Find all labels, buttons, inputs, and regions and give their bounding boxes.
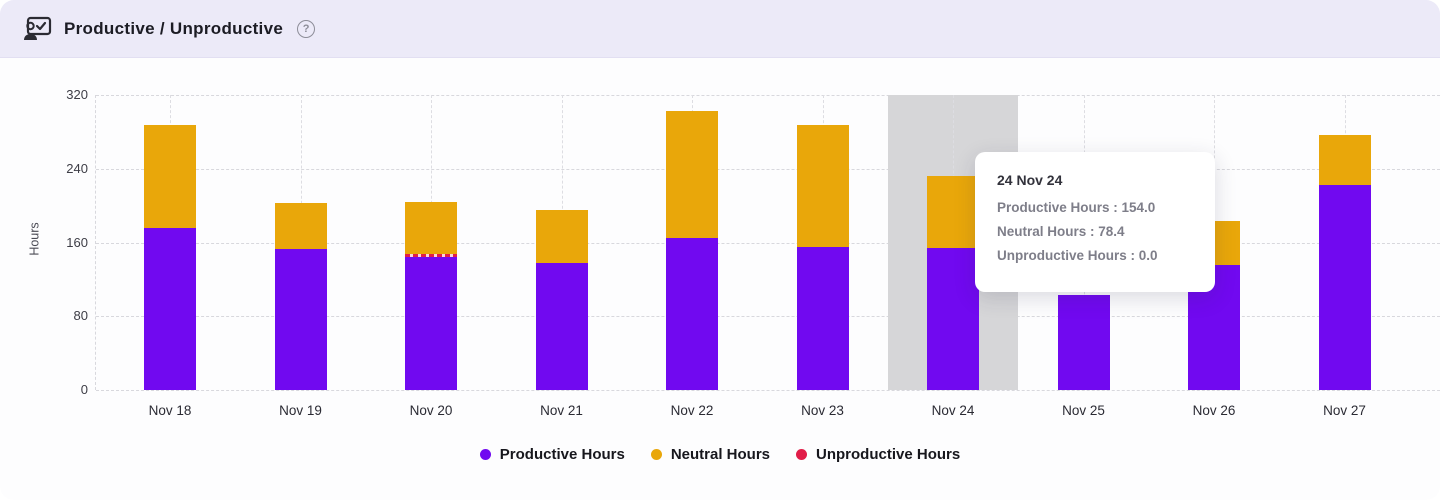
legend-dot-icon [479,449,491,460]
bar-segment-neutral-hours [1318,134,1371,186]
bar-nov-27[interactable] [1318,134,1371,390]
bar-segment-productive-hours [274,248,327,390]
bar-segment-neutral-hours [796,124,849,248]
gridline-horizontal [96,242,1440,244]
x-tick-label: Nov 23 [801,403,844,418]
gridline-horizontal [96,168,1440,170]
user-monitor-check-icon [24,16,52,40]
gridline-horizontal [96,390,1440,391]
bar-segment-neutral-hours [535,210,588,263]
legend-item-productive-hours[interactable]: Productive Hours [479,446,625,463]
y-tick-label: 320 [66,87,88,102]
legend-item-unproductive-hours[interactable]: Unproductive Hours [796,446,960,463]
tooltip-date: 24 Nov 24 [997,172,1063,188]
tooltip-neutral: Neutral Hours : 78.4 [997,224,1125,239]
legend-label: Unproductive Hours [816,446,961,463]
gridline-horizontal [96,316,1440,318]
gridline-horizontal [96,95,1440,96]
bar-segment-neutral-hours [927,175,979,249]
bar-segment-neutral-hours [274,202,327,249]
bar-nov-18[interactable] [144,124,196,390]
page-title: Productive / Unproductive [64,18,284,38]
x-tick-label: Nov 24 [931,403,975,418]
x-tick-label: Nov 22 [670,403,714,418]
tooltip-unproductive: Unproductive Hours : 0.0 [997,248,1158,263]
legend-dot-icon [650,449,662,460]
bar-segment-productive-hours [535,262,588,390]
chart-tooltip: 24 Nov 24 Productive Hours : 154.0 Neutr… [975,152,1215,292]
y-tick-label: 160 [66,234,88,250]
x-tick-label: Nov 20 [409,403,453,418]
bar-nov-19[interactable] [274,202,327,390]
tooltip-productive: Productive Hours : 154.0 [997,200,1156,215]
bar-nov-23[interactable] [796,124,849,390]
bar-segment-productive-hours [927,248,979,390]
y-axis: 0 80 160 240 320 [0,87,88,397]
x-tick-label: Nov 26 [1192,403,1236,418]
x-tick-label: Nov 21 [540,403,583,418]
bar-nov-20[interactable] [405,201,457,390]
bar-segment-neutral-hours [405,201,457,255]
card-header: Productive / Unproductive ? [0,0,1440,58]
bar-segment-productive-hours [666,237,718,390]
bar-segment-neutral-hours [666,110,718,238]
bar-segment-productive-hours [1318,185,1371,390]
bar-nov-25[interactable] [1057,295,1110,390]
bar-segment-productive-hours [144,227,196,390]
bar-segment-productive-hours [796,247,849,390]
y-tick-label: 240 [66,160,88,176]
plot-area: Nov 18 Nov 19 Nov 20 Nov 21 Nov 22 Nov 23 Nov … [95,95,1440,418]
y-tick-label: 0 [80,382,88,397]
bar-segment-neutral-hours [144,124,196,228]
bar-nov-22[interactable] [666,110,718,390]
legend-item-neutral-hours[interactable]: Neutral Hours [650,446,771,463]
bar-segment-productive-hours [405,257,457,390]
bar-nov-24[interactable] [927,175,979,390]
bar-segment-unproductive-hours [405,254,457,258]
legend-label: Productive Hours [499,446,625,463]
x-tick-label: Nov 27 [1323,403,1366,418]
y-tick-label: 80 [73,308,88,324]
x-tick-label: Nov 25 [1062,403,1105,418]
x-tick-label: Nov 18 [148,403,192,418]
bar-nov-21[interactable] [535,210,588,390]
chart-legend: Productive Hours Neutral Hours Unproductiv… [0,446,1440,463]
legend-label: Neutral Hours [670,446,771,463]
bar-segment-productive-hours [1057,295,1110,390]
legend-dot-icon [796,449,808,460]
y-axis-title: Hours [27,222,42,256]
help-icon[interactable]: ? [297,19,316,38]
x-tick-label: Nov 19 [279,403,322,418]
